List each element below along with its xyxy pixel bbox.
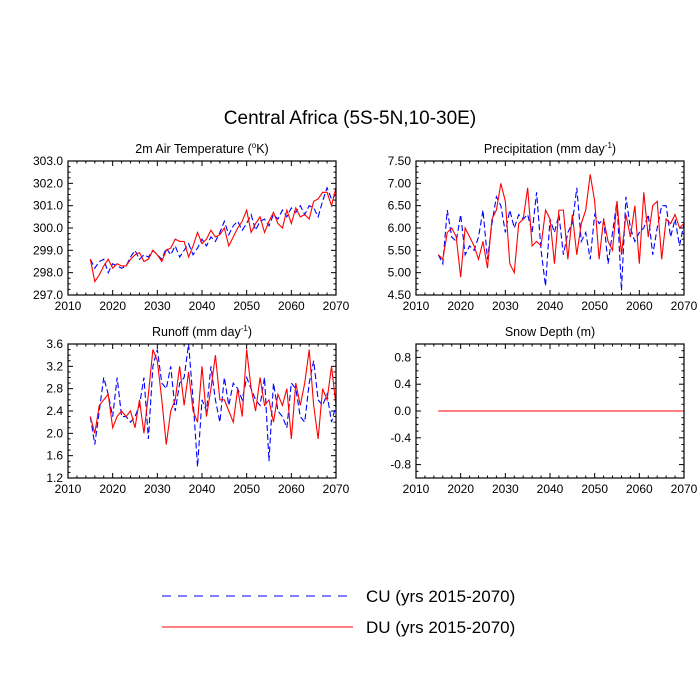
figure-title: Central Africa (5S-5N,10-30E) [224, 108, 476, 129]
x-tick-label: 2030 [492, 482, 519, 496]
plot-frame [415, 343, 685, 479]
x-tick-label: 2060 [278, 482, 305, 496]
panel-runoff: Runoff (mm day-1) 2010 2020 2030 2040 2050 206… [46, 324, 349, 496]
x-tick-label: 2070 [671, 299, 698, 313]
x-tick-label: 2030 [492, 299, 519, 313]
y-tick-label: 303.0 [33, 154, 63, 168]
series-line-cu [437, 187, 684, 291]
series-line-cu [89, 344, 336, 467]
x-tick-label: 2040 [189, 482, 216, 496]
x-tick-label: 2050 [581, 482, 608, 496]
y-tick-label: 297.0 [33, 288, 63, 302]
y-tick-label: 2.0 [46, 426, 63, 440]
y-tick-label: 298.0 [33, 266, 63, 280]
x-tick-label: 2040 [537, 299, 564, 313]
panel-title: Precipitation (mm day-1) [484, 141, 616, 156]
series-line-cu [89, 186, 336, 275]
y-tick-label: 6.50 [388, 199, 412, 213]
x-tick-label: 2070 [323, 299, 350, 313]
x-tick-label: 2020 [447, 299, 474, 313]
x-tick-label: 2020 [99, 482, 126, 496]
panel-temperature: 2m Air Temperature (oK) 2010 2020 2030 2040 2… [33, 141, 350, 313]
series-line-du [89, 349, 336, 445]
y-tick-label: 302.0 [33, 176, 63, 190]
x-tick-label: 2040 [189, 299, 216, 313]
y-tick-label: 0.8 [394, 350, 411, 364]
panel-title: Snow Depth (m) [505, 325, 595, 339]
x-tick-label: 2030 [144, 299, 171, 313]
y-tick-label: 301.0 [33, 199, 63, 213]
series-line-du [437, 174, 684, 278]
y-tick-label: 2.4 [46, 404, 63, 418]
plot-frame [67, 343, 337, 479]
x-tick-label: 2070 [323, 482, 350, 496]
y-tick-label: 299.0 [33, 243, 63, 257]
panel-title: Runoff (mm day-1) [152, 324, 252, 339]
x-tick-label: 2020 [99, 299, 126, 313]
legend-label: DU (yrs 2015-2070) [366, 618, 515, 637]
x-tick-label: 2050 [233, 482, 260, 496]
x-tick-label: 2050 [233, 299, 260, 313]
y-tick-label: 6.00 [388, 221, 412, 235]
series-line-du [89, 187, 336, 284]
y-tick-label: 3.6 [46, 337, 63, 351]
y-tick-label: 2.8 [46, 382, 63, 396]
panel-title: 2m Air Temperature (oK) [135, 141, 268, 156]
panel-snow-depth: Snow Depth (m) 2010 2020 2030 2040 2050 2060 20… [390, 325, 697, 496]
y-tick-label: 0.4 [394, 377, 411, 391]
chart-panels: 2m Air Temperature (oK) 2010 2020 2030 2040 2… [33, 141, 698, 496]
x-tick-label: 2050 [581, 299, 608, 313]
plot-frame [67, 160, 337, 296]
y-tick-label: 1.6 [46, 449, 63, 463]
x-tick-label: 2030 [144, 482, 171, 496]
y-tick-label: 5.50 [388, 243, 412, 257]
panel-precipitation: Precipitation (mm day-1) 2010 2020 2030 2040… [388, 141, 698, 313]
y-tick-label: 7.50 [388, 154, 412, 168]
x-tick-label: 2020 [447, 482, 474, 496]
plot-frame [415, 160, 685, 296]
y-tick-label: 7.00 [388, 176, 412, 190]
y-tick-label: 4.50 [388, 288, 412, 302]
x-tick-label: 2010 [403, 482, 430, 496]
y-tick-label: 3.2 [46, 359, 63, 373]
y-tick-label: -0.8 [390, 458, 411, 472]
x-tick-label: 2010 [55, 299, 82, 313]
y-tick-label: 300.0 [33, 221, 63, 235]
y-tick-label: 1.2 [46, 471, 63, 485]
x-tick-label: 2060 [626, 299, 653, 313]
x-tick-label: 2060 [278, 299, 305, 313]
x-tick-label: 2010 [403, 299, 430, 313]
x-tick-label: 2010 [55, 482, 82, 496]
x-tick-label: 2060 [626, 482, 653, 496]
y-tick-label: 0.0 [394, 404, 411, 418]
y-tick-label: -0.4 [390, 431, 411, 445]
legend-label: CU (yrs 2015-2070) [366, 587, 515, 606]
y-tick-label: 5.00 [388, 266, 412, 280]
x-tick-label: 2040 [537, 482, 564, 496]
x-tick-label: 2070 [671, 482, 698, 496]
legend: CU (yrs 2015-2070) DU (yrs 2015-2070) [162, 587, 515, 637]
